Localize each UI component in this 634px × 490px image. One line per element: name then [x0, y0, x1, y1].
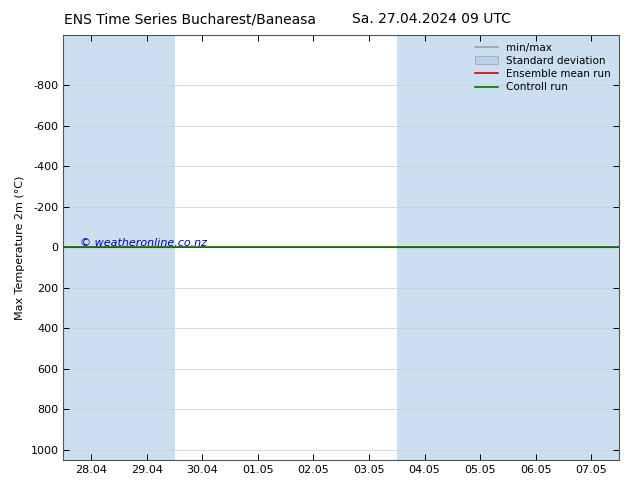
Text: © weatheronline.co.nz: © weatheronline.co.nz	[80, 238, 207, 248]
Y-axis label: Max Temperature 2m (°C): Max Temperature 2m (°C)	[15, 175, 25, 319]
Bar	[63, 35, 119, 460]
Bar	[397, 35, 452, 460]
Bar	[119, 35, 174, 460]
Text: Sa. 27.04.2024 09 UTC: Sa. 27.04.2024 09 UTC	[352, 12, 510, 26]
Bar	[452, 35, 508, 460]
Text: ENS Time Series Bucharest/Baneasa: ENS Time Series Bucharest/Baneasa	[64, 12, 316, 26]
Bar	[508, 35, 564, 460]
Bar	[564, 35, 619, 460]
Legend: min/max, Standard deviation, Ensemble mean run, Controll run: min/max, Standard deviation, Ensemble me…	[470, 39, 615, 97]
